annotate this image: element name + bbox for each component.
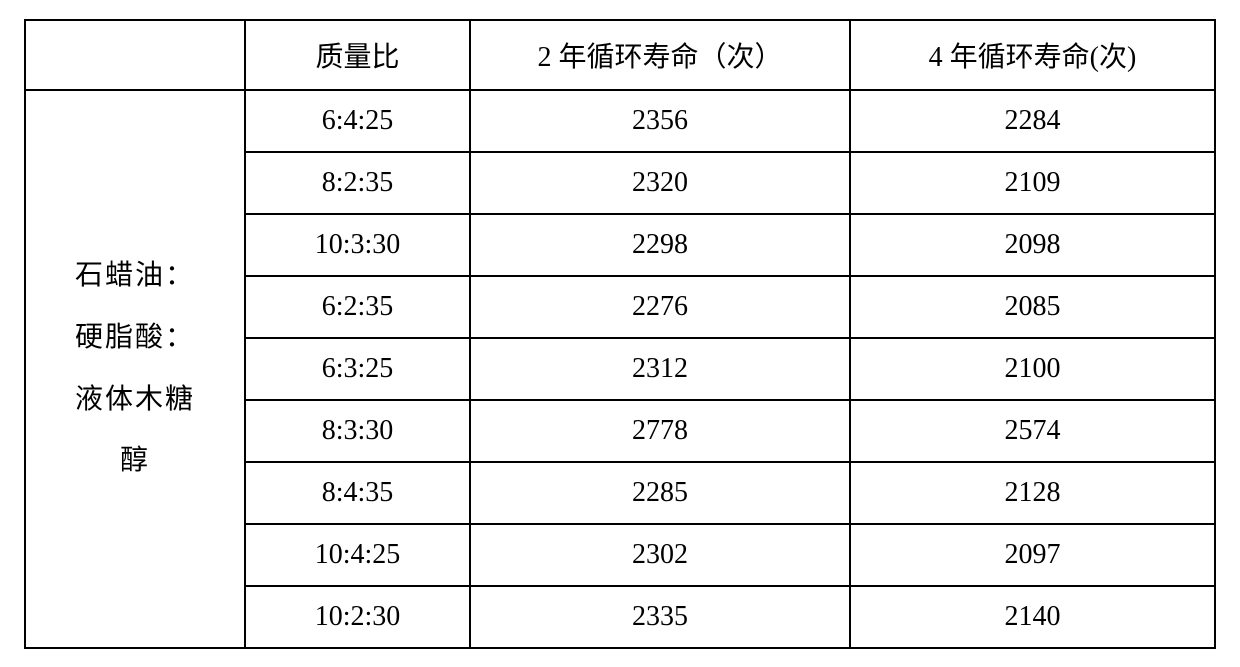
header-life2: 2 年循环寿命（次） <box>470 20 850 90</box>
table-row: 石蜡油：硬脂酸：液体木糖醇 6:4:25 2356 2284 <box>25 90 1215 152</box>
cell-life4: 2140 <box>850 586 1215 648</box>
cell-life2: 2312 <box>470 338 850 400</box>
cell-life4: 2574 <box>850 400 1215 462</box>
cell-life4: 2100 <box>850 338 1215 400</box>
cell-life2: 2285 <box>470 462 850 524</box>
cell-life2: 2778 <box>470 400 850 462</box>
row-header-material: 石蜡油：硬脂酸：液体木糖醇 <box>25 90 245 648</box>
cell-life4: 2284 <box>850 90 1215 152</box>
data-table: 质量比 2 年循环寿命（次） 4 年循环寿命(次) 石蜡油：硬脂酸：液体木糖醇 … <box>24 19 1216 649</box>
cell-life2: 2298 <box>470 214 850 276</box>
header-ratio: 质量比 <box>245 20 470 90</box>
cell-life4: 2128 <box>850 462 1215 524</box>
cell-ratio: 6:3:25 <box>245 338 470 400</box>
cell-ratio: 8:2:35 <box>245 152 470 214</box>
cell-life2: 2276 <box>470 276 850 338</box>
table-header-row: 质量比 2 年循环寿命（次） 4 年循环寿命(次) <box>25 20 1215 90</box>
cell-ratio: 8:3:30 <box>245 400 470 462</box>
cell-life2: 2302 <box>470 524 850 586</box>
cell-ratio: 10:3:30 <box>245 214 470 276</box>
cell-ratio: 6:4:25 <box>245 90 470 152</box>
cell-life2: 2335 <box>470 586 850 648</box>
header-material <box>25 20 245 90</box>
cell-life4: 2097 <box>850 524 1215 586</box>
cell-ratio: 10:2:30 <box>245 586 470 648</box>
cell-life4: 2098 <box>850 214 1215 276</box>
cell-life4: 2109 <box>850 152 1215 214</box>
cell-ratio: 8:4:35 <box>245 462 470 524</box>
cell-life2: 2356 <box>470 90 850 152</box>
cell-life4: 2085 <box>850 276 1215 338</box>
cell-ratio: 10:4:25 <box>245 524 470 586</box>
header-life4: 4 年循环寿命(次) <box>850 20 1215 90</box>
cell-ratio: 6:2:35 <box>245 276 470 338</box>
cell-life2: 2320 <box>470 152 850 214</box>
